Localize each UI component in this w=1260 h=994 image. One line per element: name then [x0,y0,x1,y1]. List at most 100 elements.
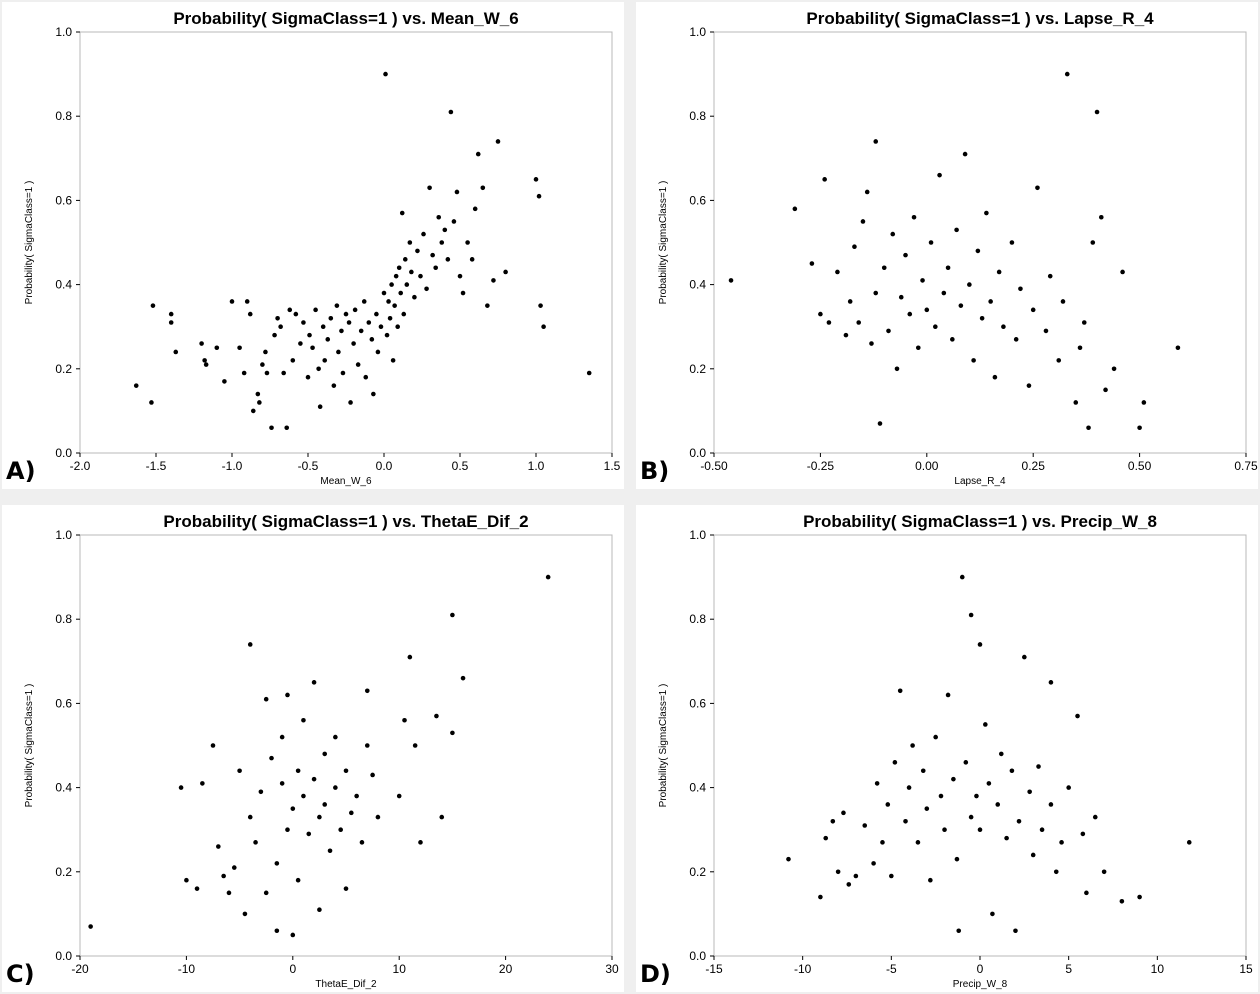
data-point [880,840,885,845]
data-point [818,311,823,317]
data-point [485,303,490,308]
data-point [331,383,337,388]
y-tick-label: 1.0 [55,25,72,39]
data-point [1059,840,1064,845]
x-tick-label: -5 [886,962,897,976]
data-point [310,345,315,351]
data-point [338,827,343,832]
data-point [418,840,423,845]
chart-panel: Probability( SigmaClass=1 ) vs. ThetaE_D… [2,505,624,992]
data-point [301,717,306,723]
data-point [503,269,508,275]
data-point [194,886,200,891]
data-point [381,290,387,296]
x-tick-label: 1.0 [528,459,545,473]
data-point [348,400,353,405]
data-point [933,324,938,330]
chart-title: Probability( SigmaClass=1 ) vs. Lapse_R_… [806,9,1154,28]
data-point [272,332,277,338]
data-point [933,734,938,740]
data-point [340,370,346,376]
y-axis-label: Probability( SigmaClass=1 ) [24,684,35,808]
data-point [950,337,955,342]
data-point [221,873,226,879]
data-point [1137,425,1142,431]
data-point [317,907,322,912]
scatter-plot: Probability( SigmaClass=1 ) vs. Precip_W… [658,512,1253,990]
data-point [853,873,859,879]
data-point [363,374,369,380]
panel-label: D) [640,960,671,988]
data-point [433,265,438,271]
data-point [253,840,258,845]
data-point [229,299,235,304]
data-point [938,793,944,799]
data-point [945,692,951,698]
x-tick-label: -0.50 [700,459,728,473]
data-point [287,307,293,313]
chart-title: Probability( SigmaClass=1 ) vs. Mean_W_6 [173,9,518,28]
data-point [1030,852,1036,858]
data-point [250,408,256,414]
data-point [958,303,964,308]
y-tick-label: 0.2 [689,865,706,879]
data-point [898,294,904,300]
data-point [1092,814,1098,820]
data-point [301,793,306,799]
data-point [971,358,976,363]
data-point [533,177,539,182]
x-axis-label: ThetaE_Dif_2 [315,979,377,990]
data-point [317,814,322,820]
data-point [370,772,375,778]
data-point [847,299,853,304]
data-point [1060,299,1066,304]
data-point [956,928,962,934]
data-point [384,332,390,338]
data-point [295,877,301,883]
x-tick-label: 0.0 [376,459,393,473]
data-point [436,214,442,220]
y-tick-label: 1.0 [689,25,706,39]
data-point [1137,894,1142,900]
data-point [1047,273,1053,279]
data-point [401,311,407,317]
data-point [1009,240,1015,245]
data-point [366,320,372,325]
data-point [409,269,414,275]
data-point [184,877,189,883]
data-point [1064,71,1070,77]
chart-panel: Probability( SigmaClass=1 ) vs. Lapse_R_… [636,2,1258,489]
data-point [448,109,454,115]
data-point [826,320,832,325]
data-point [305,374,311,380]
y-tick-label: 0.2 [55,865,72,879]
data-point [469,257,475,262]
data-point [178,785,184,790]
data-point [317,404,323,409]
data-point [541,324,546,330]
y-tick-label: 0.6 [689,696,706,710]
data-point [358,328,364,334]
data-point [975,248,981,254]
chart-panel: Probability( SigmaClass=1 ) vs. Precip_W… [636,505,1258,992]
data-point [351,341,356,346]
data-point [1030,307,1036,313]
x-tick-label: -0.5 [298,459,319,473]
panel-label: A) [6,457,36,485]
plot-frame [79,534,613,957]
data-point [1081,320,1087,325]
data-point [427,185,432,191]
data-point [823,835,829,841]
data-point [269,425,274,431]
x-tick-label: -2.0 [70,459,91,473]
data-point [951,776,956,782]
data-point [986,781,992,786]
data-point [1111,366,1117,372]
data-point [369,337,375,342]
data-point [809,261,815,266]
chart-title: Probability( SigmaClass=1 ) vs. ThetaE_D… [163,512,528,531]
data-point [998,751,1004,757]
data-point [968,612,974,618]
x-tick-label: 30 [605,962,619,976]
